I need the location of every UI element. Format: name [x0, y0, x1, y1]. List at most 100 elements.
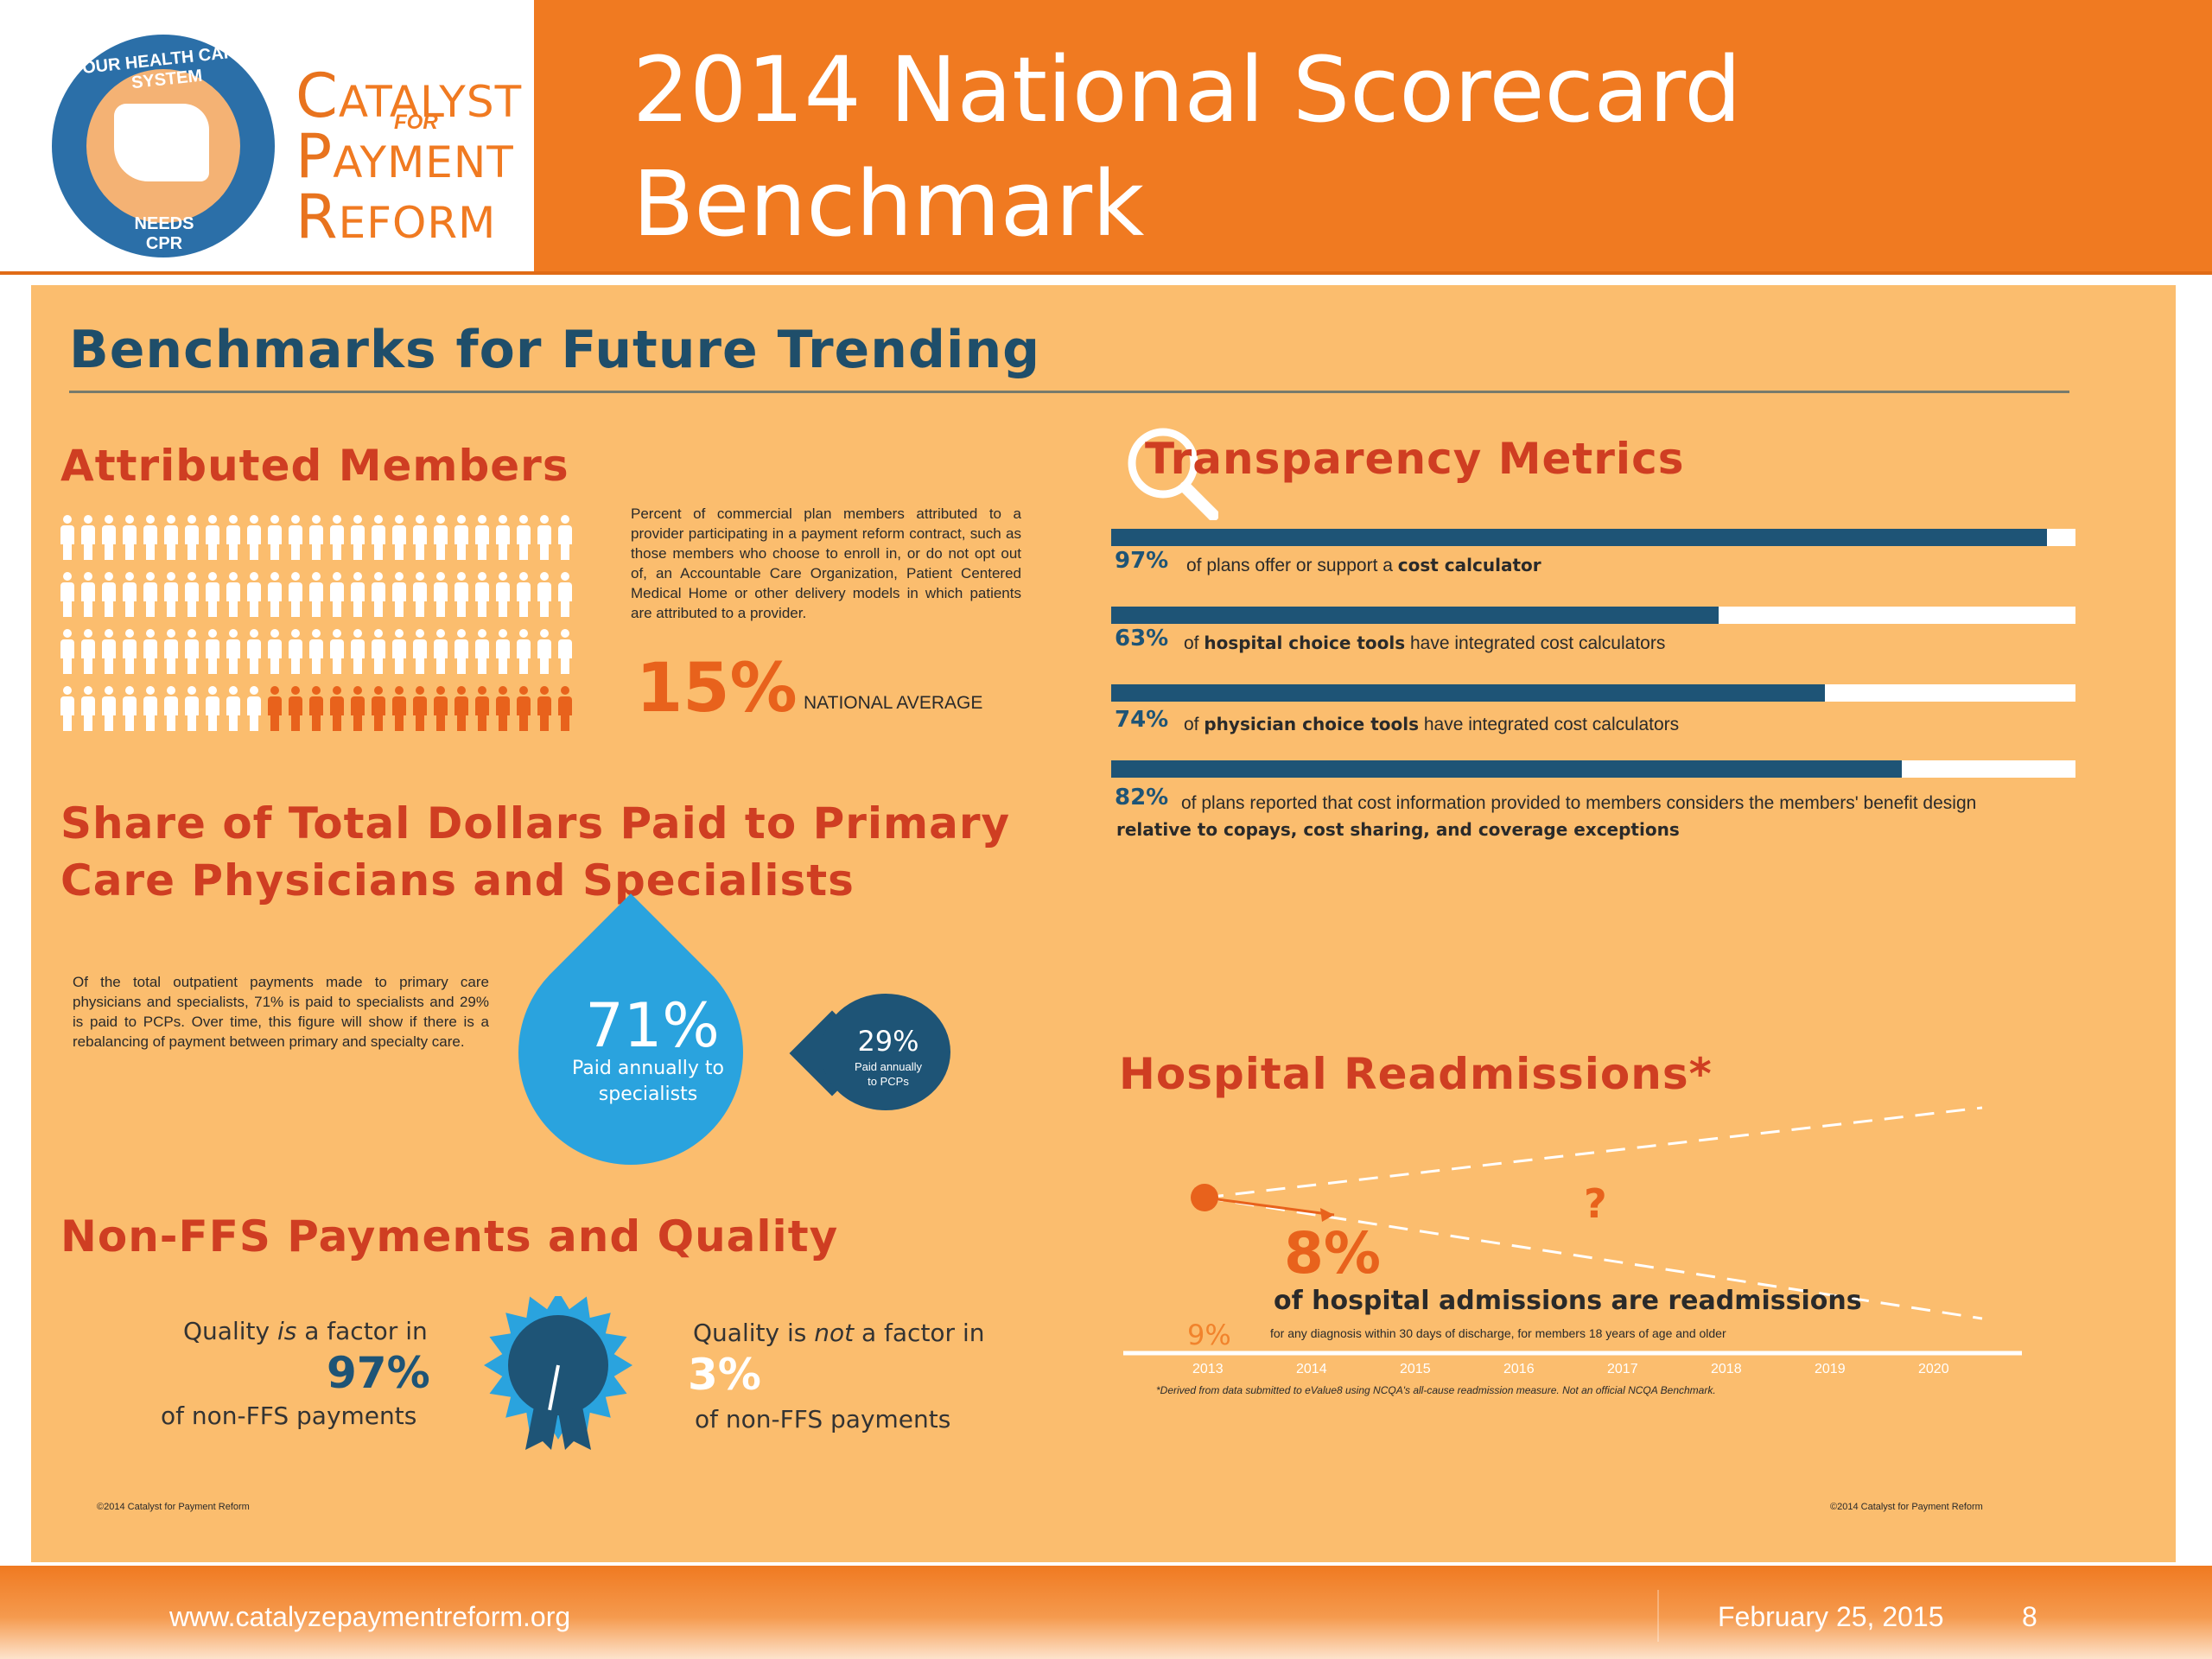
person-icon — [121, 515, 138, 560]
person-icon — [494, 686, 512, 731]
person-icon — [266, 686, 283, 731]
person-icon — [245, 629, 263, 674]
person-icon — [142, 629, 159, 674]
person-icon — [225, 515, 242, 560]
person-icon — [515, 686, 532, 731]
quality-right-text: Quality is not a factor in — [693, 1319, 985, 1347]
specialists-percent: 71% — [585, 990, 720, 1061]
person-icon — [515, 629, 532, 674]
person-icon — [121, 572, 138, 617]
pcp-label: Paid annually to PCPs — [836, 1059, 940, 1089]
readmissions-question-mark: ? — [1584, 1180, 1607, 1227]
person-icon — [162, 572, 180, 617]
person-icon — [453, 572, 470, 617]
transparency-heading: Transparency Metrics — [1145, 434, 1685, 484]
person-icon — [245, 515, 263, 560]
year-label: 2020 — [1918, 1362, 1949, 1376]
specialists-label-line-1: Paid annually to — [572, 1058, 724, 1079]
person-icon — [474, 629, 491, 674]
person-icon — [474, 572, 491, 617]
header-rule — [0, 271, 2212, 275]
person-icon — [411, 572, 429, 617]
person-icon — [494, 515, 512, 560]
person-icon — [349, 515, 366, 560]
quality-left-sub: of non-FFS payments — [161, 1402, 417, 1430]
person-icon — [308, 686, 325, 731]
transparency-desc-2: of hospital choice tools have integrated… — [1184, 632, 1666, 653]
footer-bar — [0, 1566, 2212, 1659]
people-row — [59, 572, 603, 620]
footer-date: February 25, 2015 — [1718, 1601, 1944, 1632]
person-icon — [287, 515, 304, 560]
transparency-desc-4-line-2: relative to copays, cost sharing, and co… — [1116, 819, 1680, 840]
person-icon — [79, 629, 97, 674]
person-icon — [204, 629, 221, 674]
readmissions-footnote: *Derived from data submitted to eValue8 … — [1156, 1384, 1716, 1396]
year-label: 2018 — [1711, 1362, 1742, 1376]
person-icon — [432, 686, 449, 731]
bar-fill — [1111, 684, 1825, 702]
year-label: 2015 — [1400, 1362, 1431, 1376]
person-icon — [556, 515, 574, 560]
person-icon — [432, 629, 449, 674]
person-icon — [453, 629, 470, 674]
logo-word-catalyst: CATALYST — [296, 60, 523, 131]
person-icon — [100, 629, 118, 674]
people-row — [59, 515, 603, 563]
transparency-bar-1 — [1111, 529, 2075, 546]
specialists-label-line-2: specialists — [598, 1084, 698, 1105]
person-icon — [287, 572, 304, 617]
people-row — [59, 686, 603, 734]
person-icon — [59, 515, 76, 560]
person-icon — [391, 686, 408, 731]
person-icon — [79, 572, 97, 617]
person-icon — [370, 572, 387, 617]
person-icon — [287, 686, 304, 731]
person-icon — [536, 515, 553, 560]
people-row — [59, 629, 603, 677]
person-icon — [79, 515, 97, 560]
person-icon — [328, 629, 346, 674]
title-line-1: 2014 National Scorecard Benchmark — [632, 37, 1742, 257]
person-icon — [183, 515, 200, 560]
share-heading-line-2: Care Physicians and Specialists — [60, 855, 855, 906]
transparency-pct-4: 82% — [1115, 785, 1169, 810]
transparency-bar-4 — [1111, 760, 2075, 778]
person-icon — [474, 515, 491, 560]
attributed-description: Percent of commercial plan members attri… — [631, 505, 1021, 621]
person-icon — [225, 572, 242, 617]
transparency-pct-2: 63% — [1115, 626, 1169, 652]
person-icon — [515, 572, 532, 617]
transparency-pct-1: 97% — [1115, 548, 1169, 574]
bar-fill — [1111, 760, 1903, 778]
person-icon — [162, 629, 180, 674]
year-label: 2014 — [1296, 1362, 1327, 1376]
share-heading-line-1: Share of Total Dollars Paid to Primary — [60, 798, 1011, 849]
person-icon — [266, 515, 283, 560]
person-icon — [266, 629, 283, 674]
person-icon — [308, 572, 325, 617]
share-description: Of the total outpatient payments made to… — [73, 974, 489, 1050]
year-label: 2013 — [1192, 1362, 1224, 1376]
person-icon — [411, 629, 429, 674]
person-icon — [411, 686, 429, 731]
person-icon — [287, 629, 304, 674]
readmissions-percent: 8% — [1284, 1220, 1382, 1287]
specialists-label: Paid annually to specialists — [553, 1056, 743, 1108]
logo-word-reform: REFORM — [296, 181, 497, 252]
year-label: 2017 — [1607, 1362, 1638, 1376]
attributed-percent: 15% — [636, 650, 798, 728]
quality-left-percent: 97% — [327, 1348, 430, 1398]
pcp-percent: 29% — [857, 1025, 919, 1058]
person-icon — [515, 515, 532, 560]
person-icon — [121, 629, 138, 674]
person-icon — [162, 515, 180, 560]
person-icon — [59, 686, 76, 731]
person-icon — [328, 572, 346, 617]
person-icon — [536, 629, 553, 674]
quality-right-percent: 3% — [688, 1350, 761, 1400]
person-icon — [204, 686, 221, 731]
logo-word-for: FOR — [394, 111, 438, 134]
pcp-label-line-1: Paid annually — [854, 1060, 923, 1073]
copyright-left: ©2014 Catalyst for Payment Reform — [97, 1502, 250, 1512]
